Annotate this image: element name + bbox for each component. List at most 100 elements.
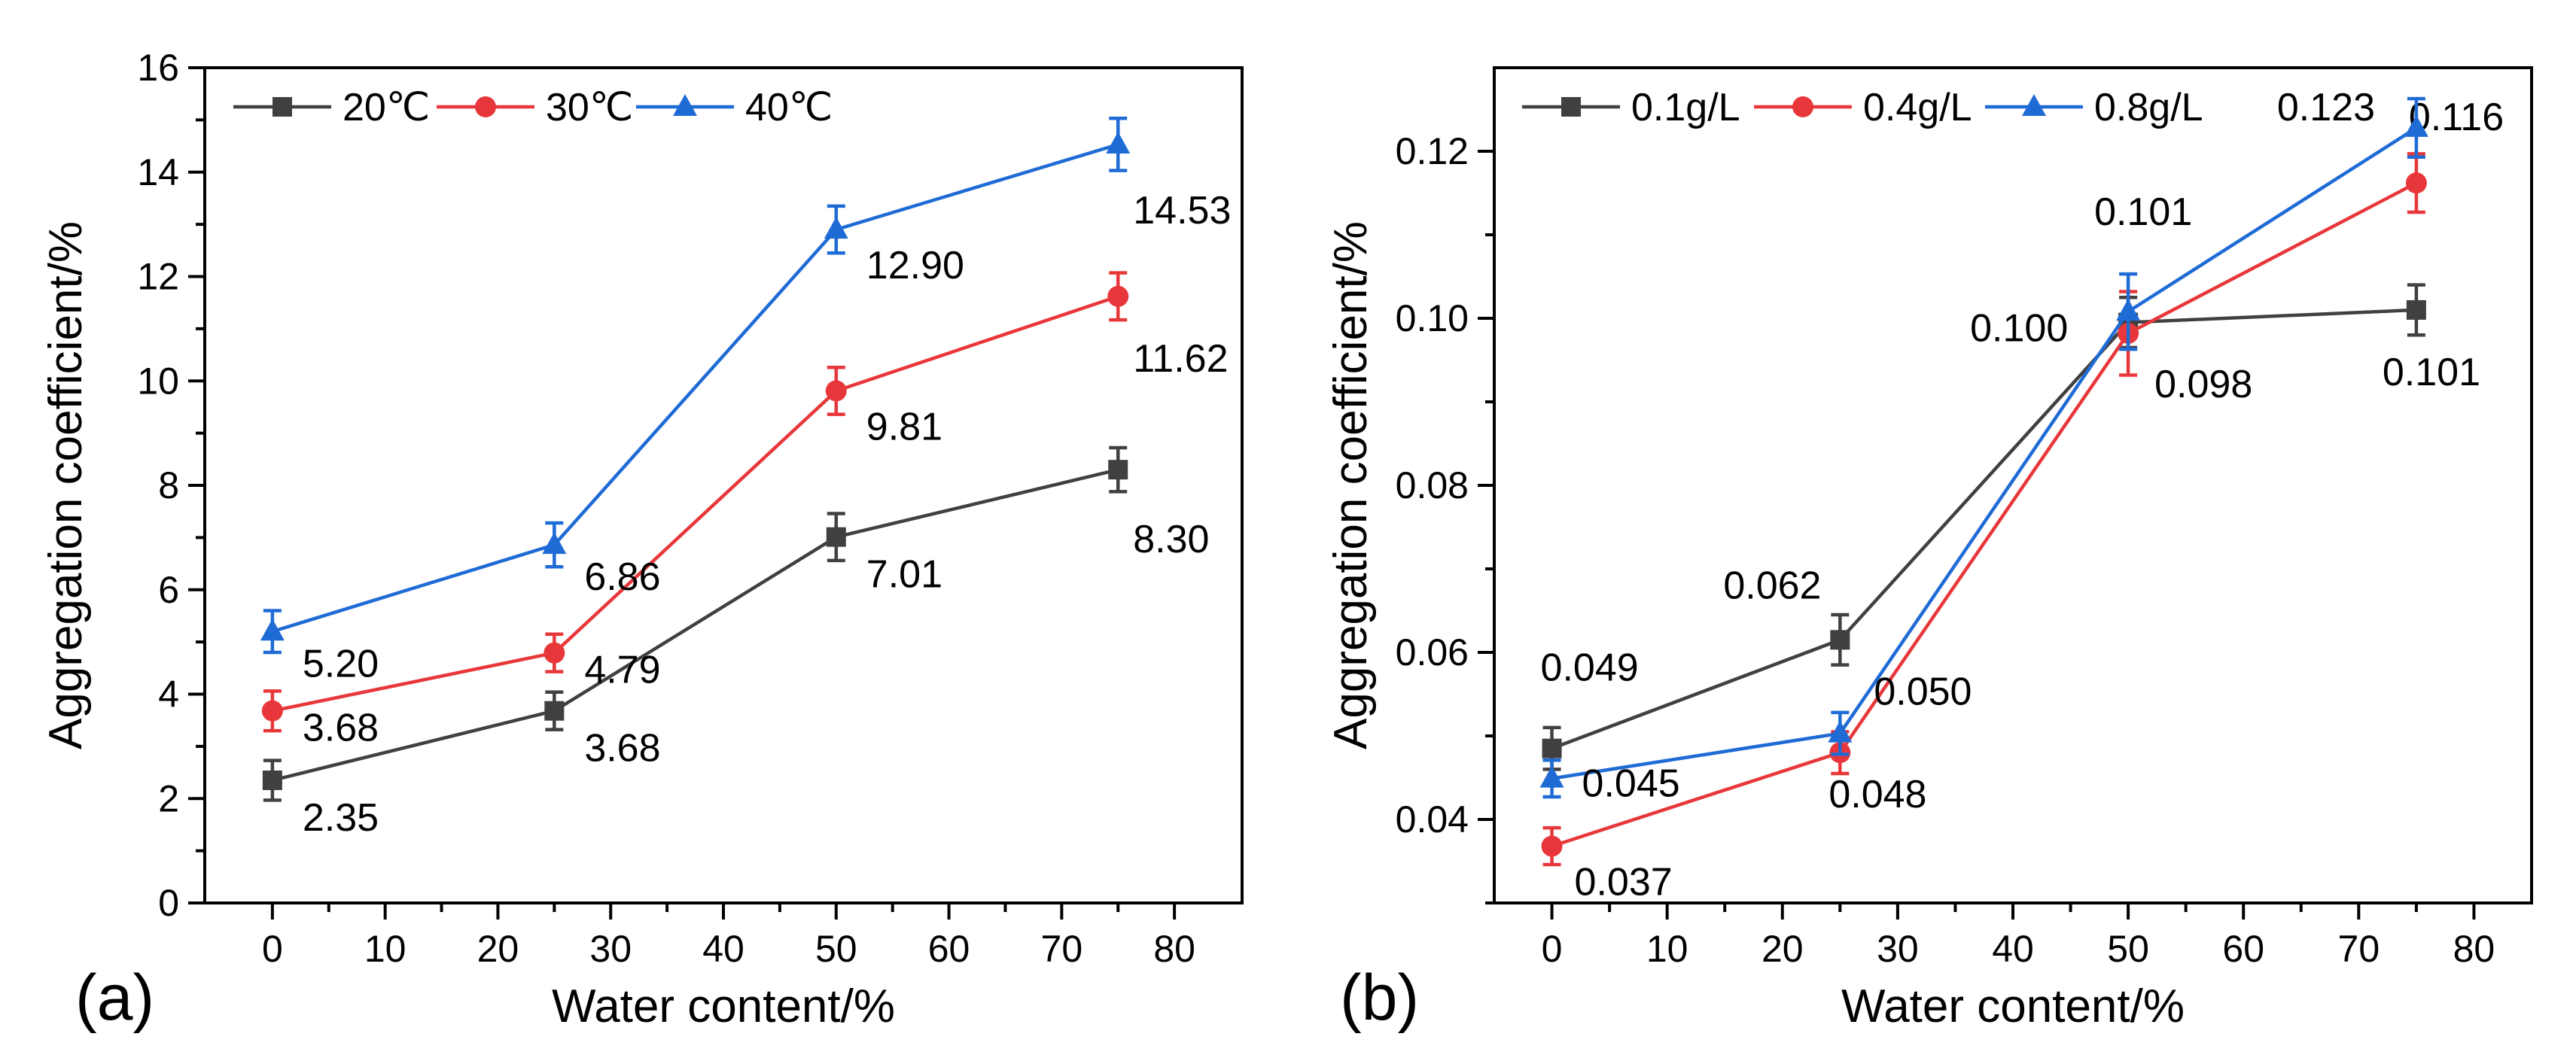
data-point [260,619,285,641]
data-label: 6.86 [584,555,660,599]
series-line [272,294,1119,713]
data-point [544,701,565,721]
data-point [826,527,846,547]
data-label: 11.62 [1133,337,1228,381]
data-label: 5.20 [303,642,379,686]
x-axis-title: Water content/% [1841,980,2185,1032]
x-tick-label: 80 [1153,928,1195,970]
data-label: 8.30 [1133,518,1209,561]
x-tick-label: 60 [2222,928,2264,970]
y-tick-label: 0.04 [1396,798,1469,841]
y-tick-label: 14 [137,151,179,193]
series-2: 5.20 6.86 12.90 14.53 [260,117,1231,686]
legend-marker [1792,96,1813,117]
x-tick-label: 40 [702,928,744,970]
y-tick-label: 6 [158,569,179,611]
data-label: 0.045 [1582,762,1680,806]
x-tick-label: 0 [1542,928,1563,970]
data-point [2405,172,2427,194]
y-axis-title: Aggregation coefficient/% [1325,221,1377,749]
legend-label: 0.8g/L [2094,86,2203,129]
series-2: 0.045 0.050 0.101 0.123 [1539,86,2428,806]
x-tick-label: 0 [262,928,283,970]
x-tick-label: 70 [1041,928,1083,970]
data-label: 0.037 [1575,861,1673,904]
data-point [1106,131,1131,154]
x-tick-label: 10 [364,928,406,970]
x-tick-label: 80 [2453,928,2495,970]
series-line [272,142,1119,634]
x-axis-title: Water content/% [552,980,895,1032]
plot-frame [203,66,1244,904]
x-tick-label: 60 [928,928,970,970]
data-label: 14.53 [1133,189,1231,233]
data-label: 4.79 [584,649,660,692]
data-label: 0.049 [1541,646,1639,690]
y-tick-label: 8 [158,464,179,506]
data-point [1108,460,1128,480]
data-label: 12.90 [866,244,964,287]
x-tick-label: 10 [1646,928,1688,970]
x-tick-label: 70 [2338,928,2380,970]
y-tick-label: 4 [158,673,179,716]
data-label: 0.062 [1723,564,1821,607]
legend-label: 40℃ [745,86,833,129]
data-point [825,380,847,402]
data-point [261,700,283,722]
data-point [542,532,567,555]
panel-b-aggregation-vs-concentration: 0.04 0.06 0.08 0.10 0.12 0 10 20 30 40 50 60 70 80 Wat… [1325,66,2533,1034]
data-point [824,217,848,239]
data-label: 0.098 [2154,363,2252,406]
data-label: 3.68 [303,707,379,750]
legend-label: 0.1g/L [1631,86,1740,129]
y-tick-label: 2 [158,777,179,819]
y-tick-label: 0.06 [1396,631,1469,673]
x-tick-label: 30 [1877,928,1919,970]
legend: 20℃ 30℃ 40℃ [233,86,833,129]
series-0: 0.049 0.062 0.100 0.101 [1541,283,2480,771]
y-tick-label: 0.10 [1396,297,1469,339]
data-point [2406,299,2426,320]
legend: 0.1g/L 0.4g/L 0.8g/L [1522,86,2203,129]
data-point [1542,738,1562,758]
x-tick-label: 40 [1992,928,2034,970]
data-label: 0.050 [1874,670,1972,714]
legend-marker [475,96,496,117]
data-label: 0.100 [1970,307,2068,351]
data-point [2116,299,2141,321]
panel-label: (b) [1340,962,1419,1034]
legend-label: 20℃ [343,86,430,129]
y-tick-label: 0.08 [1396,464,1469,506]
data-label: 0.048 [1828,773,1926,816]
legend-label: 30℃ [546,86,633,129]
data-point [1830,630,1850,650]
x-tick-label: 20 [477,928,519,970]
data-label: 7.01 [866,553,942,597]
series-line [272,467,1119,783]
data-point [544,642,565,664]
data-label: 0.101 [2383,351,2480,394]
series-line [1551,308,2416,750]
y-axis-title: Aggregation coefficient/% [40,221,92,749]
legend-marker [273,97,292,117]
y-tick-label: 16 [137,47,179,89]
series-0: 2.35 3.68 7.01 8.30 [262,445,1209,840]
series-line [1551,181,2417,848]
data-point [1828,720,1853,743]
legend-label: 0.4g/L [1863,86,1972,129]
x-tick-label: 20 [1761,928,1804,970]
data-point [1539,765,1564,788]
y-tick-label: 0.12 [1396,130,1469,172]
data-label: 0.101 [2094,190,2192,234]
legend-marker [1561,97,1581,117]
data-label: 3.68 [584,727,660,771]
data-point [1541,835,1563,857]
y-tick-label: 12 [137,256,179,298]
legend-marker [673,94,697,116]
legend-marker [2022,94,2046,116]
series-1: 3.68 4.79 9.81 11.62 [261,271,1229,750]
y-tick-label: 10 [137,360,179,402]
panel-label: (a) [75,962,154,1034]
